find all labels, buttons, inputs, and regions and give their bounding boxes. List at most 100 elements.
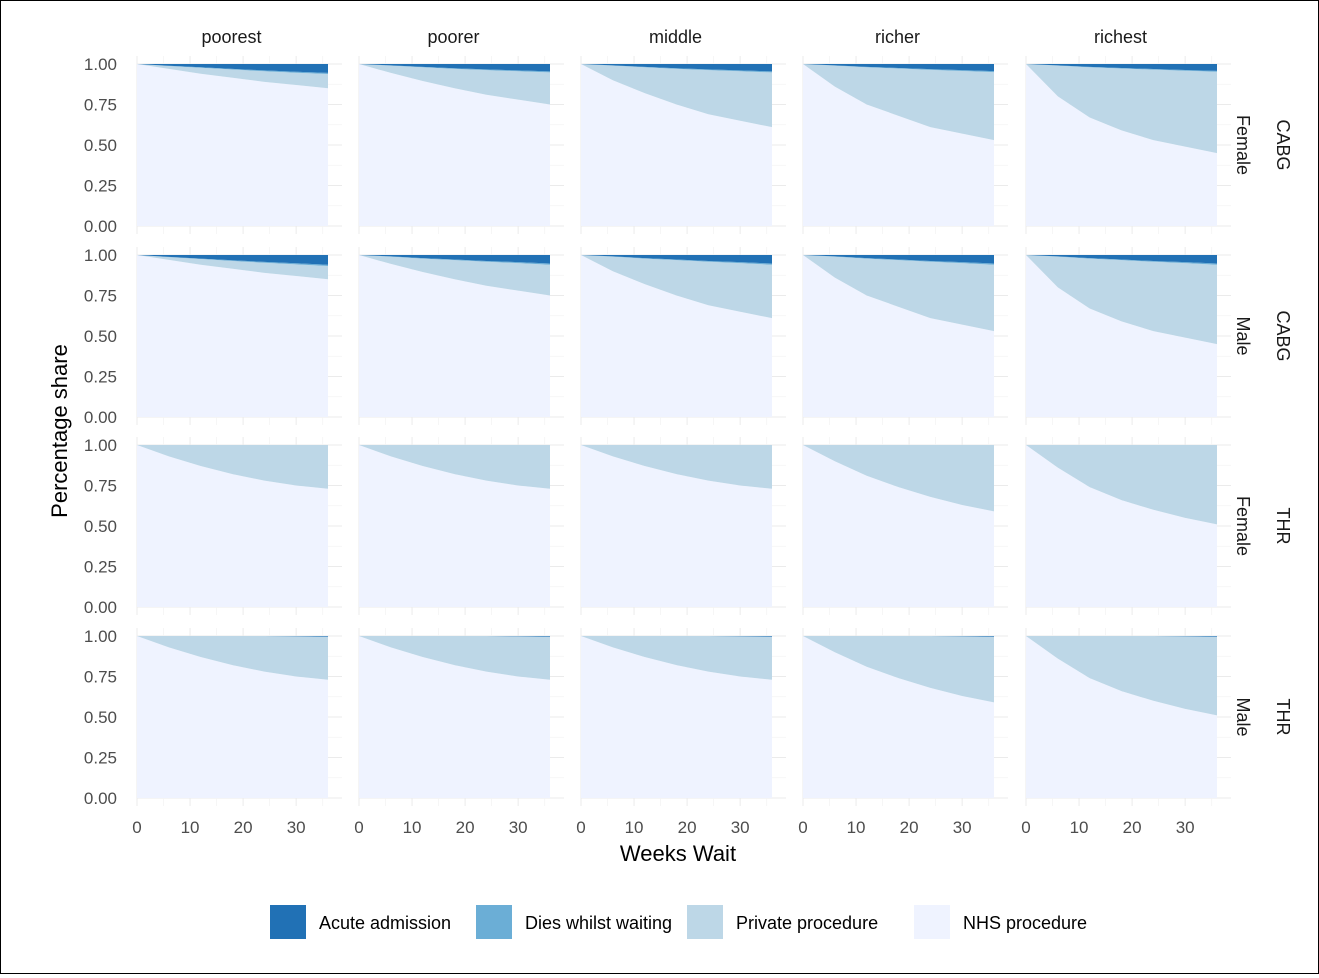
strip-label-sex: Female — [1233, 115, 1253, 175]
nhs-procedure-area — [581, 64, 772, 226]
nhs-procedure-area — [137, 64, 328, 226]
acute-admission-area — [581, 64, 772, 72]
dies-whilst-waiting-area — [1026, 64, 1217, 72]
y-tick-label: 0.50 — [84, 327, 117, 346]
private-procedure-area — [137, 445, 328, 489]
private-procedure-area — [137, 255, 328, 280]
y-tick-label: 0.50 — [84, 708, 117, 727]
strip-label-sex: Male — [1233, 697, 1253, 736]
x-tick-label: 30 — [287, 818, 306, 837]
panel-middle-CABG-Female — [580, 56, 786, 234]
private-procedure-area — [581, 255, 772, 319]
nhs-procedure-area — [1026, 255, 1217, 417]
strip-label-poorer: poorer — [427, 27, 479, 47]
y-tick-label: 0.00 — [84, 789, 117, 808]
acute-admission-area — [359, 64, 550, 72]
strip-label-poorest: poorest — [201, 27, 261, 47]
x-tick-label: 10 — [625, 818, 644, 837]
legend-item: Acute admission — [270, 905, 451, 939]
legend-item: Private procedure — [687, 905, 878, 939]
legend: Acute admission Dies whilst waiting Privat… — [270, 905, 1087, 939]
x-tick-label: 20 — [234, 818, 253, 837]
facet-strips: poorest poorer middle richer richest Female CA… — [201, 27, 1293, 737]
x-tick-label: 10 — [1070, 818, 1089, 837]
strip-label-procedure: THR — [1273, 699, 1293, 736]
x-tick-label: 30 — [1176, 818, 1195, 837]
dies-whilst-waiting-area — [803, 255, 994, 265]
panel-poorer-THR-Male — [358, 628, 564, 806]
acute-admission-area — [803, 636, 994, 637]
nhs-procedure-area — [581, 445, 772, 607]
legend-label: Acute admission — [319, 913, 451, 933]
y-tick-label: 0.25 — [84, 177, 117, 196]
panel-poorest-CABG-Female — [136, 56, 342, 234]
x-tick-label: 0 — [354, 818, 363, 837]
acute-admission-area — [581, 636, 772, 637]
x-tick-label: 0 — [1021, 818, 1030, 837]
private-procedure-area — [359, 636, 550, 680]
acute-admission-area — [1026, 255, 1217, 264]
acute-admission-area — [137, 636, 328, 637]
y-tick-label: 0.00 — [84, 217, 117, 236]
strip-label-richer: richer — [875, 27, 920, 47]
y-tick-label: 0.75 — [84, 477, 117, 496]
nhs-procedure-area — [803, 64, 994, 226]
acute-admission-area — [803, 255, 994, 264]
y-tick-label: 0.25 — [84, 749, 117, 768]
private-procedure-area — [137, 636, 328, 680]
strip-label-procedure: THR — [1273, 508, 1293, 545]
y-tick-label: 1.00 — [84, 627, 117, 646]
dies-whilst-waiting-area — [581, 255, 772, 265]
legend-label: Dies whilst waiting — [525, 913, 672, 933]
panel-richer-THR-Female — [802, 437, 1008, 615]
strip-label-sex: Male — [1233, 316, 1253, 355]
x-axis-title: Weeks Wait — [620, 841, 736, 866]
dies-whilst-waiting-area — [359, 64, 550, 73]
x-tick-label: 30 — [731, 818, 750, 837]
private-procedure-area — [1026, 445, 1217, 525]
y-tick-label: 0.75 — [84, 96, 117, 115]
panel-richer-CABG-Male — [802, 247, 1008, 425]
panel-richer-CABG-Female — [802, 56, 1008, 234]
nhs-procedure-area — [137, 636, 328, 798]
dies-whilst-waiting-area — [1026, 255, 1217, 265]
x-tick-label: 30 — [509, 818, 528, 837]
y-tick-label: 1.00 — [84, 436, 117, 455]
dies-whilst-waiting-area — [581, 636, 772, 637]
nhs-procedure-area — [1026, 445, 1217, 607]
nhs-procedure-area — [803, 255, 994, 417]
private-procedure-area — [803, 636, 994, 703]
nhs-procedure-area — [137, 255, 328, 417]
y-tick-label: 1.00 — [84, 246, 117, 265]
x-tick-label: 10 — [403, 818, 422, 837]
private-procedure-area — [137, 64, 328, 89]
nhs-procedure-area — [1026, 636, 1217, 798]
x-tick-label: 20 — [456, 818, 475, 837]
nhs-procedure-area — [359, 255, 550, 417]
legend-item: NHS procedure — [914, 905, 1087, 939]
panel-poorest-THR-Male — [136, 628, 342, 806]
x-tick-label: 20 — [678, 818, 697, 837]
private-procedure-area — [359, 445, 550, 489]
panel-poorer-CABG-Male — [358, 247, 564, 425]
acute-admission-area — [1026, 636, 1217, 637]
panel-poorest-THR-Female — [136, 437, 342, 615]
panel-middle-THR-Male — [580, 628, 786, 806]
y-tick-label: 1.00 — [84, 55, 117, 74]
dies-whilst-waiting-area — [137, 636, 328, 637]
acute-admission-area — [581, 255, 772, 264]
nhs-procedure-area — [359, 636, 550, 798]
nhs-procedure-area — [359, 64, 550, 226]
panel-middle-CABG-Male — [580, 247, 786, 425]
y-tick-label: 0.25 — [84, 558, 117, 577]
x-tick-label: 10 — [181, 818, 200, 837]
private-procedure-area — [803, 445, 994, 512]
y-tick-label: 0.50 — [84, 136, 117, 155]
x-tick-label: 20 — [900, 818, 919, 837]
private-procedure-area — [581, 64, 772, 128]
panel-poorer-CABG-Female — [358, 56, 564, 234]
x-tick-label: 20 — [1123, 818, 1142, 837]
private-procedure-area — [803, 255, 994, 332]
legend-swatch — [270, 905, 306, 939]
